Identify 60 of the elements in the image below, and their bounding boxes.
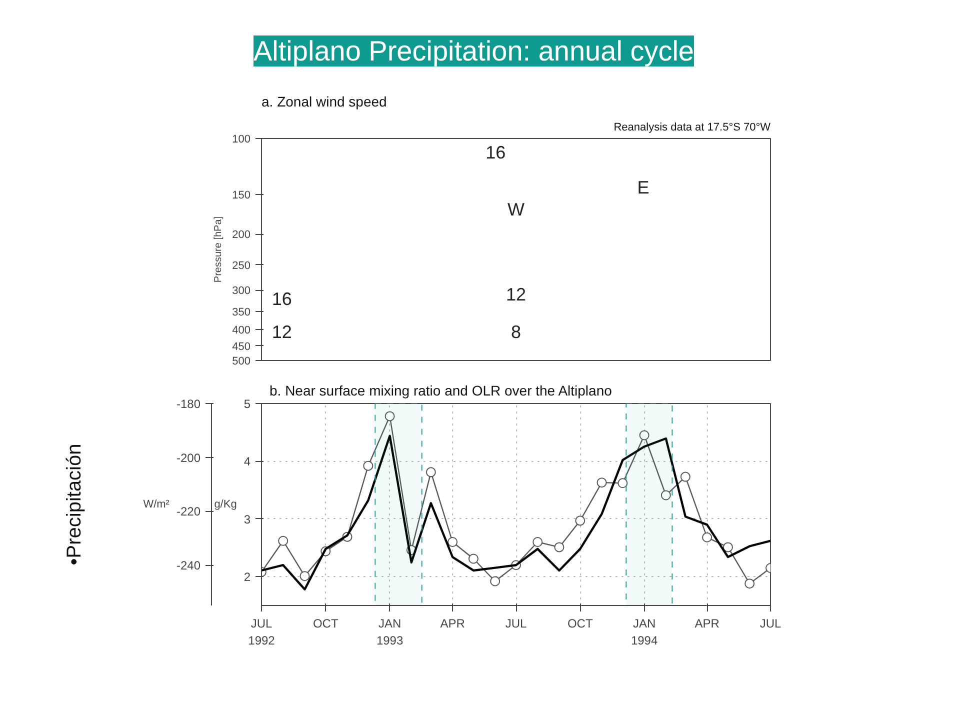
y-tick-label: 250 (232, 260, 251, 272)
x-tick-label: JUL (505, 616, 527, 630)
point (554, 542, 564, 552)
x-tick-label: JUL (760, 616, 782, 630)
annotation: 12 (506, 284, 526, 304)
y-tick-label: 200 (232, 229, 251, 242)
point (278, 536, 288, 546)
chart-title: Altiplano Precipitation: annual cycle (254, 36, 694, 66)
y-tick-label: 450 (232, 340, 251, 353)
x-tick-label: APR (694, 616, 720, 630)
y-axis-title: Pressure [hPa] (213, 216, 224, 283)
point (363, 460, 374, 471)
annotation: E (637, 177, 650, 198)
y-tick-label: 500 (232, 356, 251, 368)
y-tick-label: 400 (232, 324, 251, 337)
text: Reanalysis data at 17.5°S 70°W (614, 122, 772, 134)
annotation: 16 (272, 288, 292, 309)
point (680, 472, 690, 482)
y2-tick-label: -200 (176, 450, 201, 465)
y2-axis-title: W/m² (143, 498, 170, 510)
x-tick-label: JAN 1994 (630, 616, 658, 648)
y2-tick-label: -180 (176, 397, 201, 411)
y-tick-label: 2 (244, 570, 251, 584)
point (490, 576, 500, 586)
x-tick-label: OCT (312, 616, 339, 630)
chart-subtitle: a. Zonal wind speed (262, 94, 387, 110)
point (300, 571, 310, 582)
y-tick-label: 100 (232, 134, 251, 146)
point (702, 532, 712, 542)
point (468, 554, 478, 564)
chart-title: b. Near surface mixing ratio and OLR over the Altiplano (270, 382, 612, 398)
point (744, 578, 755, 589)
annotation: W (508, 200, 525, 220)
x-tick-label: JUL 1992 (248, 616, 276, 648)
text: •Precipitación (64, 444, 86, 566)
y-tick-label: 3 (244, 512, 251, 526)
y-tick-label: 350 (232, 306, 251, 318)
point (722, 542, 733, 552)
annotation: 8 (510, 322, 522, 342)
y-tick-label: 300 (232, 285, 251, 298)
point (426, 467, 436, 478)
y-tick-label: 5 (244, 397, 251, 411)
point (532, 537, 543, 548)
x-tick-label: OCT (567, 616, 594, 630)
annotation: 16 (486, 142, 506, 162)
point (448, 537, 458, 548)
point (384, 411, 395, 422)
y-tick-label: 4 (244, 454, 251, 469)
x-tick-label: APR (440, 616, 466, 630)
x-tick-label: JAN 1993 (376, 616, 404, 648)
point (660, 490, 671, 500)
point (639, 430, 650, 440)
y-axis-title: g/Kg (214, 498, 237, 510)
y2-tick-label: -220 (176, 504, 201, 519)
y-tick-label: 150 (232, 189, 251, 202)
y2-tick-label: -240 (176, 558, 201, 573)
point (596, 478, 607, 488)
point (575, 516, 586, 526)
annotation: 12 (272, 322, 292, 342)
point (618, 478, 628, 488)
